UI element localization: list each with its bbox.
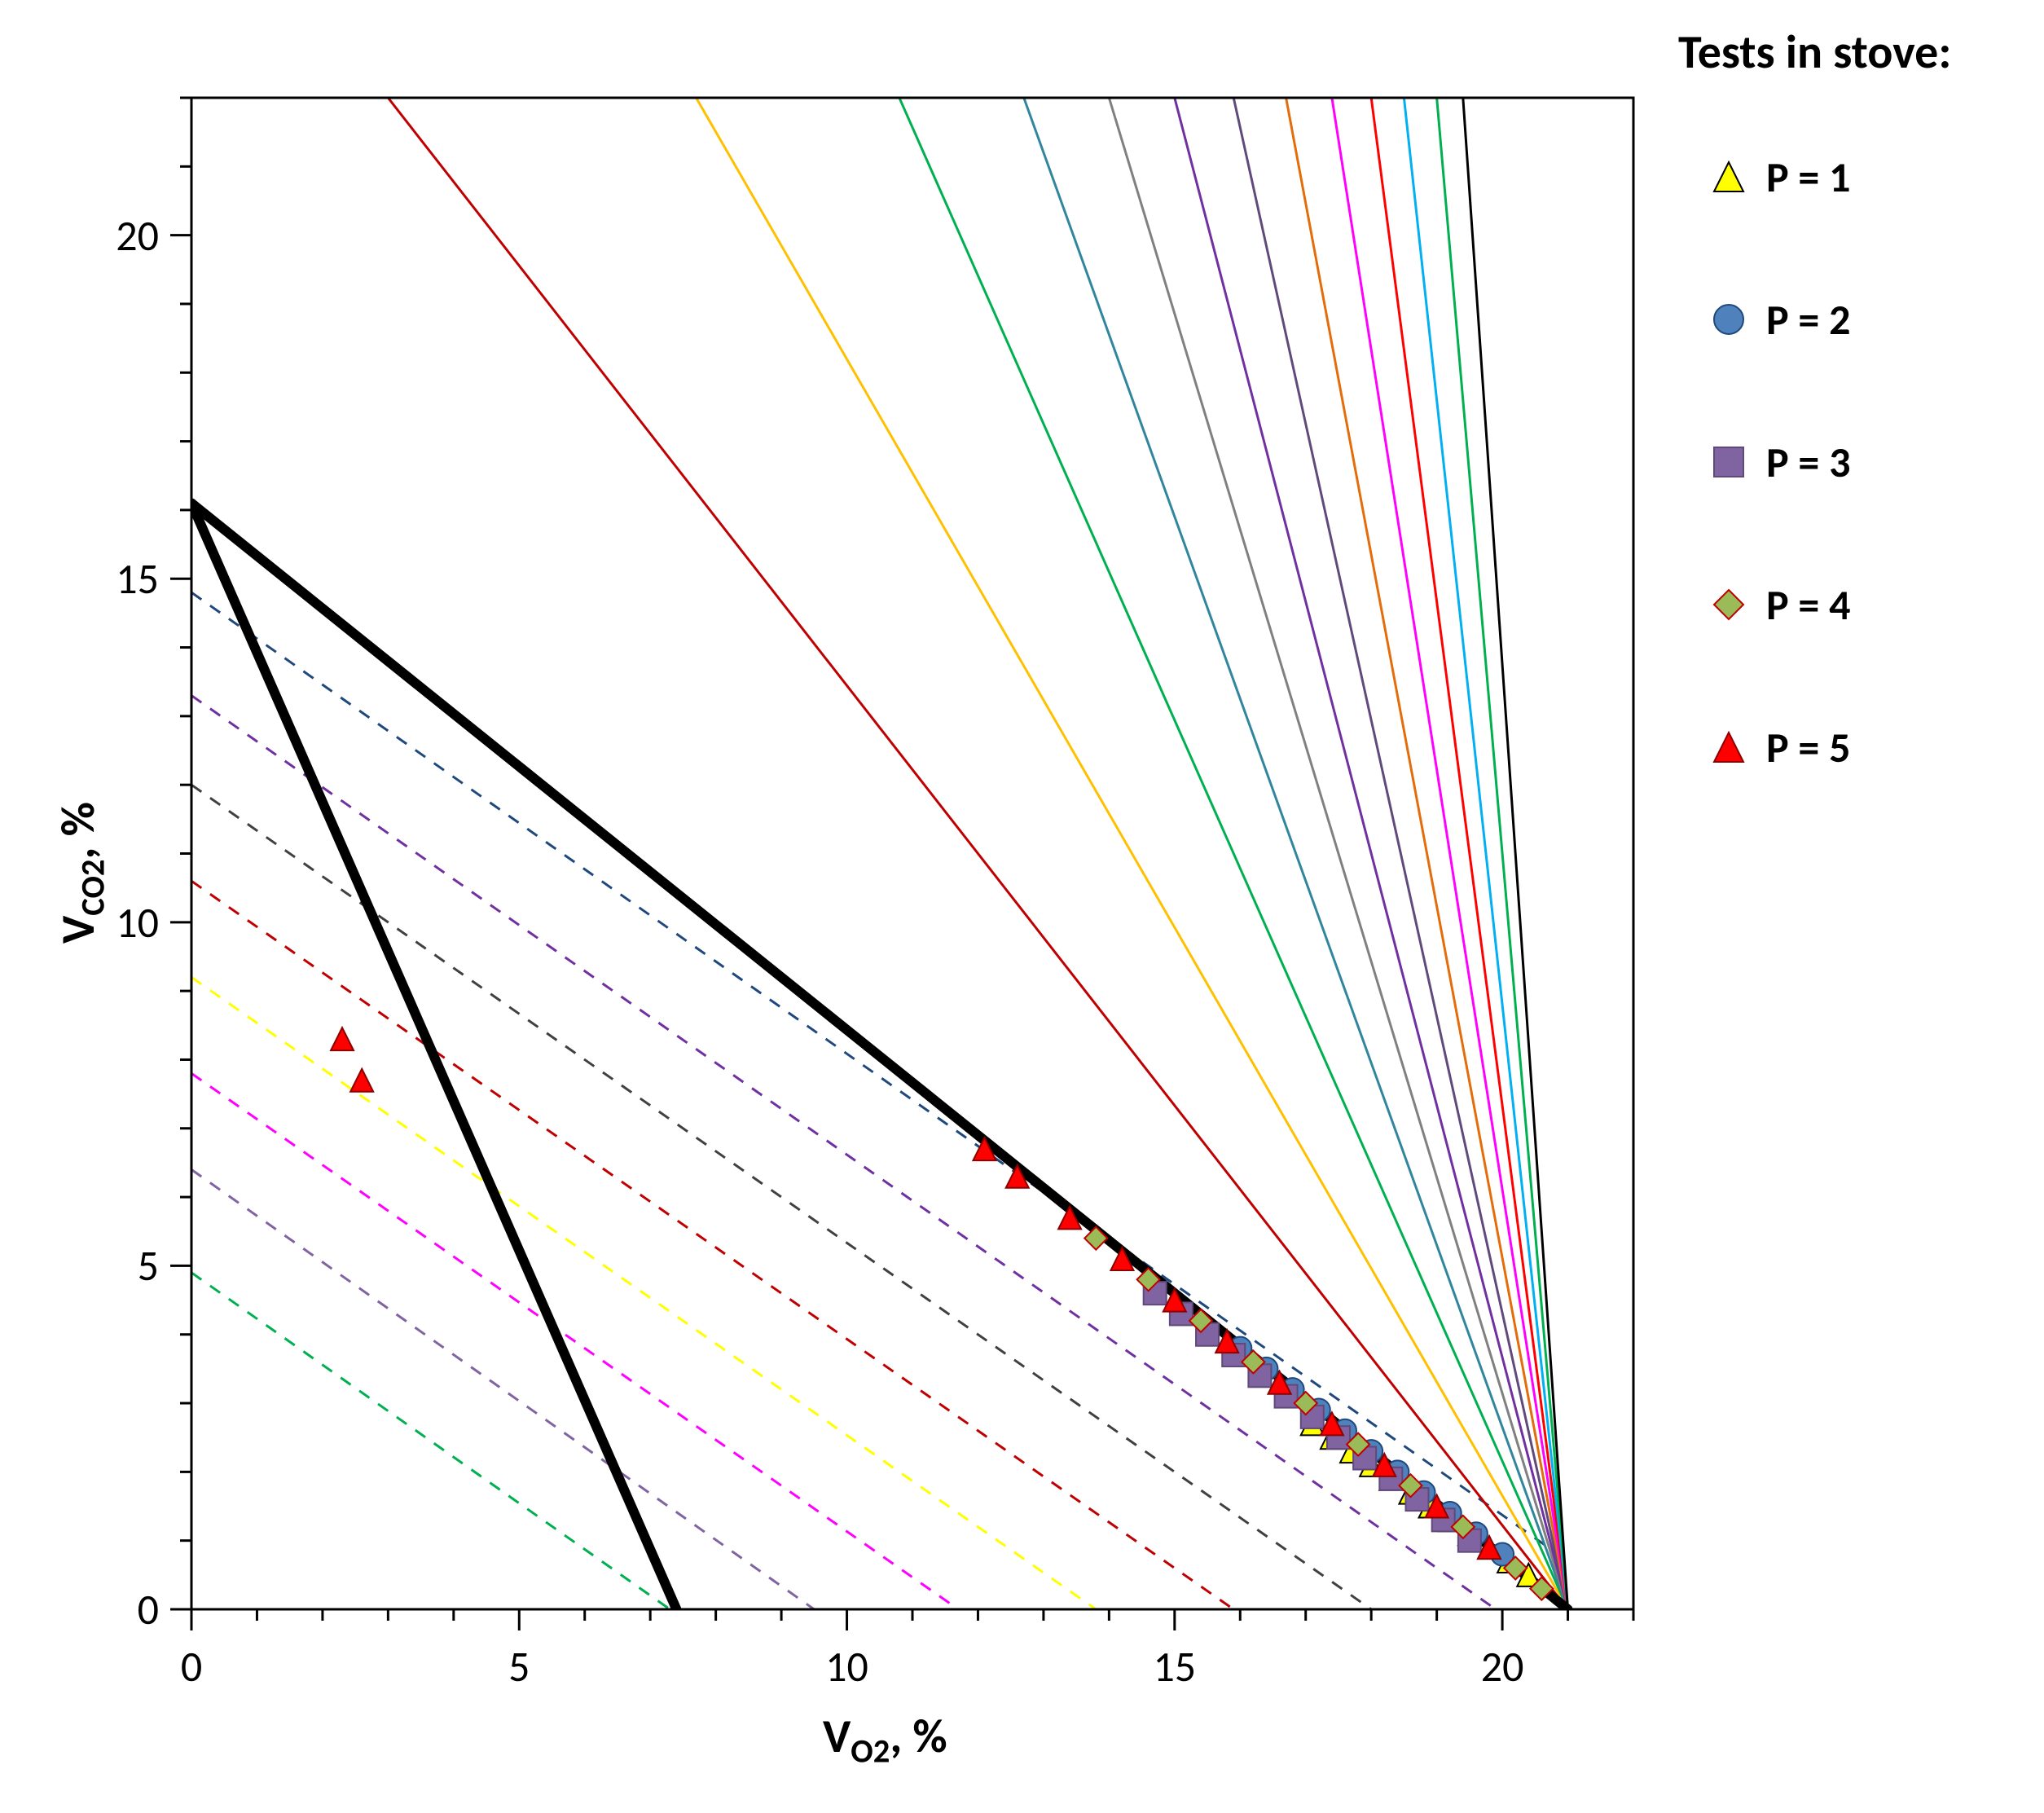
- chart-container: VCO2, % VO2, % Tests in stove: P = 1P = …: [0, 0, 2044, 1813]
- legend-label: P = 1: [1766, 151, 1850, 203]
- x-tick-label: 20: [1462, 1640, 1543, 1692]
- legend-label: P = 3: [1766, 436, 1850, 488]
- legend-label: P = 2: [1766, 293, 1850, 345]
- y-tick-label: 20: [77, 209, 159, 262]
- x-tick-label: 10: [807, 1640, 888, 1692]
- legend-marker-icon: [1711, 444, 1747, 480]
- legend-item: P = 5: [1711, 721, 1850, 773]
- y-tick-label: 15: [77, 552, 159, 605]
- x-tick-label: 5: [478, 1640, 560, 1692]
- plot-area: [0, 0, 2044, 1813]
- legend-marker-icon: [1711, 301, 1747, 337]
- x-tick-label: 0: [151, 1640, 232, 1692]
- y-tick-label: 10: [77, 896, 159, 948]
- legend-marker-icon: [1711, 729, 1747, 765]
- y-tick-label: 5: [77, 1239, 159, 1292]
- data-point: [350, 1069, 373, 1092]
- legend-label: P = 4: [1766, 579, 1850, 631]
- legend-marker-icon: [1711, 587, 1747, 623]
- legend-label: P = 5: [1766, 721, 1850, 773]
- legend-title: Tests in stove:: [1678, 23, 1951, 81]
- legend-item: P = 4: [1711, 579, 1850, 631]
- x-axis-label: VO2, %: [823, 1707, 947, 1771]
- x-tick-label: 15: [1134, 1640, 1215, 1692]
- legend-item: P = 3: [1711, 436, 1850, 488]
- y-tick-label: 0: [77, 1583, 159, 1635]
- legend-item: P = 1: [1711, 151, 1850, 203]
- legend-item: P = 2: [1711, 293, 1850, 345]
- data-point: [331, 1028, 354, 1050]
- legend-marker-icon: [1711, 159, 1747, 195]
